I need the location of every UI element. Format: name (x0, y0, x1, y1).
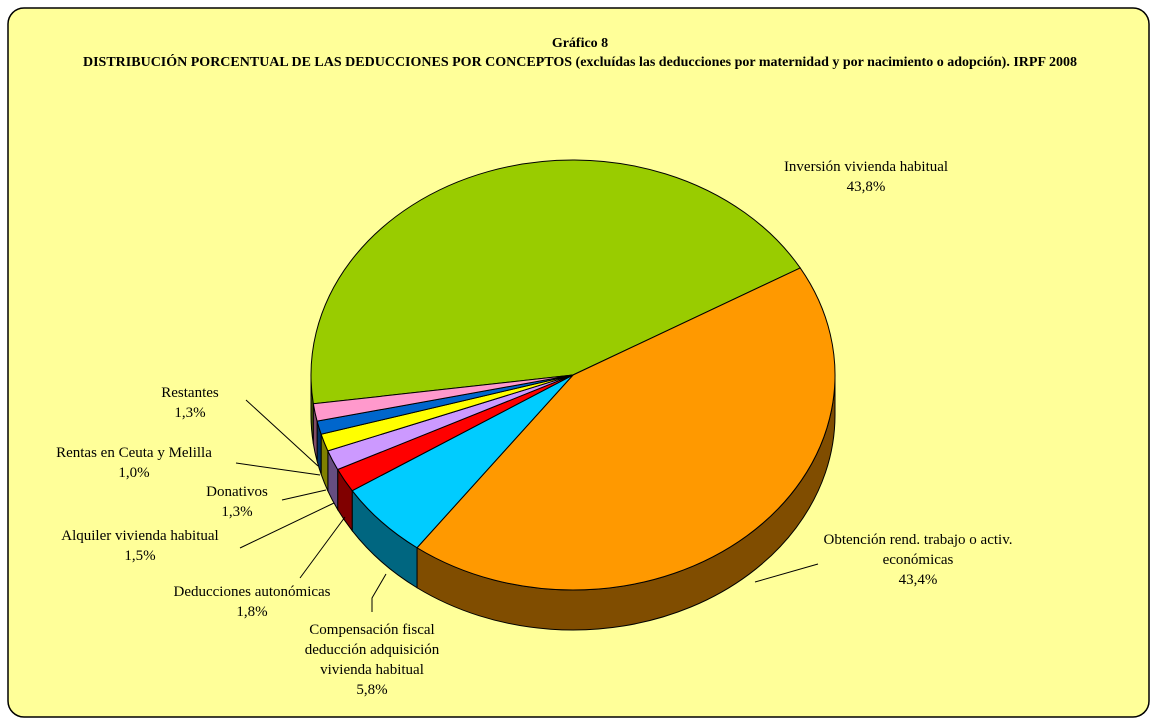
category-label: Inversión vivienda habitual (783, 159, 949, 175)
category-label: Obtención rend. trabajo o activ. económi… (823, 532, 1013, 568)
leader-line (299, 516, 346, 579)
pie-slice (312, 374, 574, 422)
slice-label: Restantes 1,3% (130, 383, 250, 423)
value-label: 1,0% (118, 465, 150, 481)
value-label: 1,8% (236, 604, 268, 620)
leader-line (371, 573, 387, 612)
category-label: Restantes (161, 385, 219, 401)
category-label: Compensación fiscal deducción adquisició… (304, 622, 440, 678)
value-label: 43,8% (846, 179, 886, 195)
leader-line (245, 399, 319, 467)
value-label: 1,3% (221, 504, 253, 520)
value-label: 5,8% (356, 682, 388, 698)
value-label: 1,3% (174, 405, 206, 421)
slice-label: Rentas en Ceuta y Melilla 1,0% (24, 443, 244, 483)
slice-label: Donativos 1,3% (177, 482, 297, 522)
category-label: Alquiler vivienda habitual (61, 528, 219, 544)
leader-lines (235, 399, 819, 612)
category-label: Donativos (206, 484, 268, 500)
leader-line (235, 462, 321, 476)
pie-slice (310, 159, 801, 405)
leader-line (281, 489, 327, 501)
chart-title: Gráfico 8 (551, 36, 609, 51)
leader-line (754, 563, 819, 583)
slice-label: Compensación fiscal deducción adquisició… (285, 620, 460, 700)
title-block: Gráfico 8 DISTRIBUCIÓN PORCENTUAL DE LAS… (80, 34, 1080, 72)
slice-label: Inversión vivienda habitual 43,8% (736, 157, 996, 197)
leader-line (239, 502, 335, 549)
value-label: 1,5% (124, 548, 156, 564)
pie-slice (416, 267, 836, 591)
value-label: 43,4% (898, 572, 938, 588)
slice-label: Obtención rend. trabajo o activ. económi… (813, 530, 1023, 590)
category-label: Rentas en Ceuta y Melilla (56, 445, 212, 461)
chart-subtitle: DISTRIBUCIÓN PORCENTUAL DE LAS DEDUCCION… (83, 55, 1077, 70)
slice-label: Alquiler vivienda habitual 1,5% (30, 526, 250, 566)
slice-label: Deducciones autonómicas 1,8% (142, 582, 362, 622)
category-label: Deducciones autonómicas (173, 584, 331, 600)
